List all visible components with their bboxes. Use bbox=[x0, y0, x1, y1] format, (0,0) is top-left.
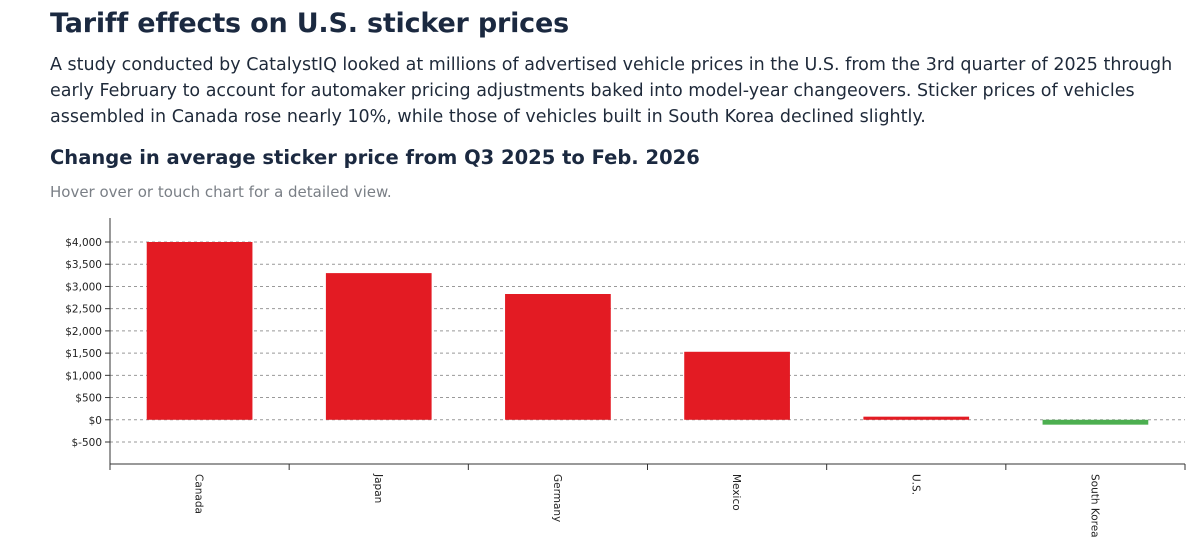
chart-title: Change in average sticker price from Q3 … bbox=[50, 146, 700, 169]
y-tick-label: $1,500 bbox=[65, 348, 102, 360]
x-category-label: Japan bbox=[372, 473, 384, 503]
x-category-label: Canada bbox=[193, 474, 205, 514]
page-title: Tariff effects on U.S. sticker prices bbox=[50, 8, 569, 39]
y-tick-label: $500 bbox=[75, 393, 102, 405]
x-axis: Canada Japan Germany Mexico U.S. South Korea bbox=[109, 463, 1186, 538]
x-category-label: Mexico bbox=[730, 474, 742, 511]
y-tick-label: $3,500 bbox=[65, 259, 102, 271]
bar-canada[interactable] bbox=[146, 242, 253, 420]
y-tick-label: $2,500 bbox=[65, 304, 102, 316]
y-tick-label: $2,000 bbox=[65, 326, 102, 338]
x-category-label: U.S. bbox=[909, 474, 921, 495]
y-tick-label: $4,000 bbox=[65, 237, 102, 249]
x-category-label: South Korea bbox=[1088, 474, 1100, 538]
hover-hint: Hover over or touch chart for a detailed… bbox=[50, 183, 392, 201]
y-axis: $-500 $0 $500 $1,000 $1,500 $2,000 $2,500 $3,00… bbox=[65, 218, 111, 464]
bars[interactable] bbox=[146, 242, 1149, 425]
bar-chart[interactable]: $-500 $0 $500 $1,000 $1,500 $2,000 $2,500 $3,00… bbox=[0, 200, 1200, 546]
bar-u-s[interactable] bbox=[863, 416, 970, 420]
bar-japan[interactable] bbox=[325, 273, 432, 420]
gridlines bbox=[110, 241, 1185, 443]
y-tick-label: $0 bbox=[89, 415, 102, 427]
y-tick-label: $1,000 bbox=[65, 370, 102, 382]
x-category-label: Germany bbox=[551, 474, 563, 522]
y-tick-label: $-500 bbox=[71, 437, 102, 449]
bar-mexico[interactable] bbox=[684, 351, 790, 420]
bar-germany[interactable] bbox=[505, 294, 611, 420]
description-paragraph: A study conducted by CatalystIQ looked a… bbox=[50, 55, 1173, 127]
y-tick-label: $3,000 bbox=[65, 281, 102, 293]
bar-south-korea[interactable] bbox=[1042, 419, 1149, 425]
